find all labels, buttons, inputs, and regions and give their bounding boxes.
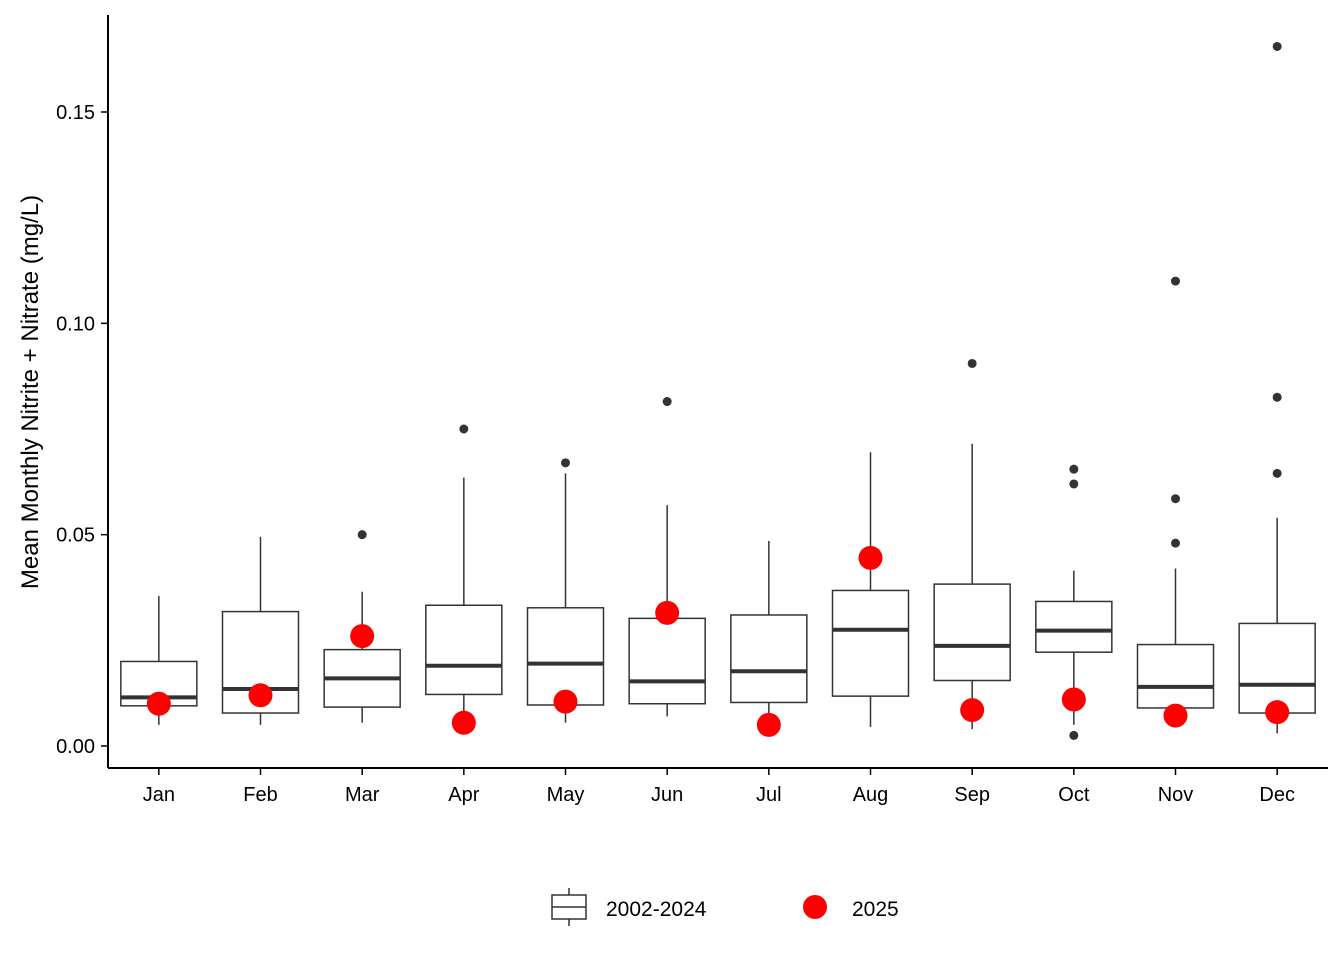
legend-item-2025: 2025 (803, 895, 899, 921)
legend-label-box: 2002-2024 (606, 898, 707, 921)
box-dec (1238, 41, 1316, 734)
outlier-point (1272, 392, 1282, 402)
outlier-point (1069, 479, 1079, 489)
outlier-point (561, 458, 570, 468)
legend-label-2025: 2025 (852, 898, 899, 921)
point-2025-aug (858, 545, 883, 570)
box-may (526, 458, 605, 723)
legend: 2002-2024 2025 (551, 888, 899, 926)
x-tick-label: Aug (853, 784, 889, 806)
box-iqr (730, 614, 808, 704)
box-jun (628, 397, 706, 717)
plot-area (120, 41, 1316, 740)
x-tick-label: May (547, 784, 585, 806)
box-iqr (1136, 643, 1215, 709)
y-axis-ticks: 0.00 0.05 0.10 0.15 (56, 102, 108, 758)
outlier-point (1171, 538, 1180, 548)
outlier-point (1171, 494, 1180, 504)
box-iqr (425, 604, 503, 696)
box-iqr (1238, 622, 1316, 714)
x-tick-label: Apr (448, 784, 479, 806)
box-iqr (831, 589, 910, 697)
point-2025-dec (1265, 700, 1290, 725)
y-tick-label: 0.05 (56, 525, 95, 547)
box-nov (1136, 276, 1215, 721)
point-2025-mar (350, 624, 375, 649)
y-tick-label: 0.00 (56, 736, 95, 758)
outlier-point (1069, 464, 1079, 474)
outlier-point (662, 397, 672, 407)
y-tick-label: 0.10 (56, 313, 95, 335)
x-tick-label: Jan (143, 784, 175, 806)
point-2025-feb (248, 683, 273, 708)
legend-marker-2025 (803, 895, 827, 919)
box-iqr (1035, 600, 1113, 653)
box-aug (831, 452, 910, 727)
x-tick-label: Sep (954, 784, 990, 806)
box-apr (425, 424, 503, 719)
outlier-point (1171, 276, 1180, 286)
x-tick-label: Jun (651, 784, 683, 806)
point-2025-oct (1061, 687, 1086, 712)
point-2025-jun (655, 600, 680, 625)
point-2025-apr (451, 710, 476, 735)
box-iqr (933, 583, 1011, 682)
outlier-point (1272, 468, 1282, 478)
box-mar (323, 530, 401, 723)
outlier-point (967, 358, 977, 368)
point-2025-sep (960, 698, 985, 723)
box-oct (1035, 464, 1113, 740)
outlier-point (1069, 730, 1079, 740)
y-axis-title: Mean Monthly Nitrite + Nitrate (mg/L) (17, 195, 44, 589)
x-tick-label: Oct (1058, 784, 1090, 806)
outlier-point (357, 530, 367, 540)
outlier-point (459, 424, 469, 434)
x-axis-ticks: Jan Feb Mar Apr May Jun Jul Aug Sep Oct Nov Dec (143, 768, 1295, 806)
y-tick-label: 0.15 (56, 102, 95, 124)
box-iqr (628, 617, 706, 705)
point-2025-jan (146, 691, 171, 716)
legend-item-box: 2002-2024 (551, 888, 707, 926)
x-tick-label: Jul (756, 784, 782, 806)
box-sep (933, 358, 1011, 730)
x-tick-label: Feb (243, 784, 277, 806)
point-2025-jul (756, 712, 781, 737)
box-iqr (526, 607, 605, 706)
axes: 0.00 0.05 0.10 0.15 Jan Feb Mar Apr May Jun Jul Au… (17, 15, 1328, 806)
outlier-point (1272, 41, 1282, 51)
point-2025-nov (1163, 703, 1188, 728)
x-tick-label: Dec (1259, 784, 1295, 806)
x-tick-label: Mar (345, 784, 380, 806)
box-jul (730, 541, 808, 723)
x-tick-label: Nov (1158, 784, 1194, 806)
series-2025 (146, 545, 1290, 737)
point-2025-may (553, 689, 578, 714)
